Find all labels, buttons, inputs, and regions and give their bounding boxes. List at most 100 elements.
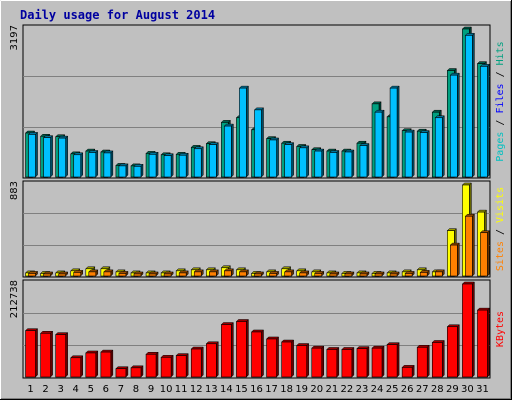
bar-sites-day-1 (27, 270, 39, 277)
bar-front-face (465, 215, 473, 277)
legend-entry: / (495, 223, 506, 241)
legend-entry: Hits (495, 41, 506, 65)
bar-kbytes-day-16 (250, 329, 265, 378)
bar-files-day-21 (329, 149, 340, 178)
bar-front-face (55, 334, 66, 378)
bar-side-face (110, 349, 114, 378)
bar-sites-day-13 (208, 269, 219, 277)
x-tick-label: 18 (280, 384, 293, 395)
bar-front-face (266, 338, 277, 378)
bar-files-day-1 (27, 131, 39, 178)
bar-front-face (145, 353, 157, 378)
bar-side-face (170, 354, 174, 378)
bar-side-face (231, 123, 234, 178)
bar-front-face (299, 147, 307, 178)
bar-front-face (314, 150, 323, 178)
bar-front-face (404, 273, 413, 277)
bar-kbytes-day-30 (461, 281, 476, 378)
bar-front-face (163, 155, 172, 178)
bar-sites-day-15 (238, 269, 250, 277)
x-tick-label: 17 (265, 384, 278, 395)
bar-kbytes-day-18 (281, 339, 295, 378)
bar-kbytes-day-25 (386, 342, 400, 378)
x-tick-label: 20 (310, 384, 323, 395)
legend-entry: KBytes (495, 311, 506, 347)
bar-kbytes-day-12 (190, 346, 204, 378)
bar-front-face (148, 273, 157, 277)
x-tick-label: 24 (371, 384, 384, 395)
x-tick-label: 23 (356, 384, 369, 395)
x-tick-label: 10 (160, 384, 173, 395)
bar-files-day-31 (479, 63, 491, 178)
bar-front-face (477, 309, 488, 378)
bar-front-face (43, 273, 51, 277)
panel-kbytes: 212738 KBytes (9, 279, 506, 379)
bar-sites-day-3 (58, 271, 69, 277)
bar-sites-day-25 (389, 271, 400, 277)
bar-front-face (344, 151, 353, 178)
x-tick-label: 1 (27, 384, 33, 395)
panel-legend: KBytes (495, 311, 506, 347)
bar-kbytes-day-2 (39, 330, 54, 378)
bar-front-face (450, 244, 458, 277)
bar-kbytes-day-31 (476, 307, 491, 378)
panel-visits-sites: 883 Sites / Visits (9, 180, 506, 278)
bar-sites-day-29 (449, 242, 460, 277)
bar-front-face (209, 271, 217, 277)
bar-front-face (251, 331, 262, 378)
bar-sites-day-31 (479, 230, 491, 277)
bar-sites-day-4 (73, 269, 84, 277)
bar-front-face (371, 347, 383, 378)
bar-sites-day-10 (163, 271, 174, 277)
bar-front-face (269, 273, 277, 277)
bar-front-face (480, 232, 488, 277)
x-tick-label: 26 (401, 384, 414, 395)
legend-entry: / (495, 114, 506, 132)
bar-sites-day-12 (193, 269, 204, 277)
bar-sites-day-19 (299, 270, 310, 277)
bar-front-face (160, 357, 172, 378)
bar-side-face (140, 163, 144, 178)
bar-front-face (374, 273, 383, 277)
bar-front-face (85, 352, 97, 378)
bar-kbytes-day-24 (371, 345, 385, 378)
bar-front-face (163, 273, 172, 277)
x-tick-label: 21 (325, 384, 338, 395)
x-tick-label: 30 (461, 384, 474, 395)
legend-entry: Files (495, 83, 506, 113)
panel-legend: Pages / Files / Hits (495, 41, 506, 161)
panel-hits-files-pages: 3197 Pages / Files / Hits (9, 24, 506, 179)
bar-kbytes-day-7 (115, 366, 129, 378)
bar-side-face (95, 149, 99, 178)
bar-front-face (284, 144, 292, 178)
bar-files-day-23 (359, 142, 370, 178)
bar-front-face (133, 166, 142, 178)
bar-front-face (480, 66, 488, 178)
bar-files-day-19 (299, 145, 310, 178)
bar-front-face (40, 332, 51, 378)
chart-title: Daily usage for August 2014 (20, 8, 215, 22)
legend-entry: Sites (495, 241, 506, 271)
bar-sites-day-16 (253, 271, 265, 277)
legend-entry: / (495, 65, 506, 83)
bar-front-face (73, 272, 82, 277)
bar-front-face (239, 87, 247, 178)
x-tick-label: 7 (118, 384, 124, 395)
bar-front-face (299, 272, 307, 277)
bar-kbytes-day-8 (130, 365, 144, 378)
bar-side-face (65, 331, 68, 378)
bar-front-face (88, 271, 97, 277)
bar-side-face (80, 355, 83, 378)
bar-files-day-26 (404, 129, 415, 178)
bar-front-face (296, 345, 307, 378)
bar-kbytes-day-27 (416, 344, 430, 378)
bar-side-face (246, 85, 249, 178)
bar-sites-day-23 (359, 271, 370, 277)
bar-front-face (25, 330, 36, 378)
bar-front-face (178, 272, 187, 277)
bar-front-face (314, 273, 323, 277)
bar-files-day-27 (419, 129, 430, 178)
bar-side-face (110, 150, 114, 178)
legend-entry: Pages (495, 132, 506, 162)
bar-front-face (221, 324, 232, 378)
